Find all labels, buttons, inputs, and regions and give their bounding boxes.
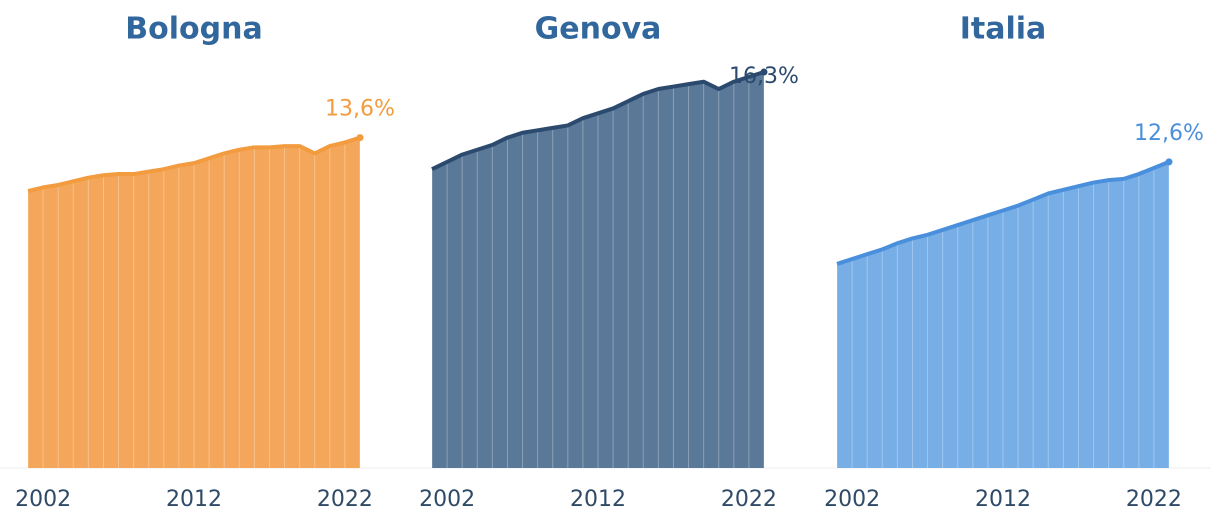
end-point [760,68,768,76]
area-line [27,135,361,193]
area-line [431,70,765,171]
end-point [356,134,364,142]
area-line [836,160,1170,266]
value-label: 13,6% [325,97,395,122]
x-tick-label: 2012 [166,487,222,512]
panel-title: Bologna [125,12,262,47]
x-tick-label: 2022 [721,487,777,512]
value-label: 16,3% [729,64,799,89]
x-tick-label: 2022 [317,487,373,512]
value-label: 12,6% [1134,121,1204,146]
x-tick-label: 2022 [1126,487,1182,512]
area-fill [432,72,764,468]
x-tick-label: 2002 [15,487,71,512]
end-point [1165,158,1173,166]
x-tick-label: 2002 [824,487,880,512]
x-tick-label: 2012 [975,487,1031,512]
panel-title: Italia [960,12,1047,47]
x-tick-label: 2002 [419,487,475,512]
x-tick-label: 2012 [570,487,626,512]
area-fill [28,137,360,468]
panel-title: Genova [535,12,662,47]
